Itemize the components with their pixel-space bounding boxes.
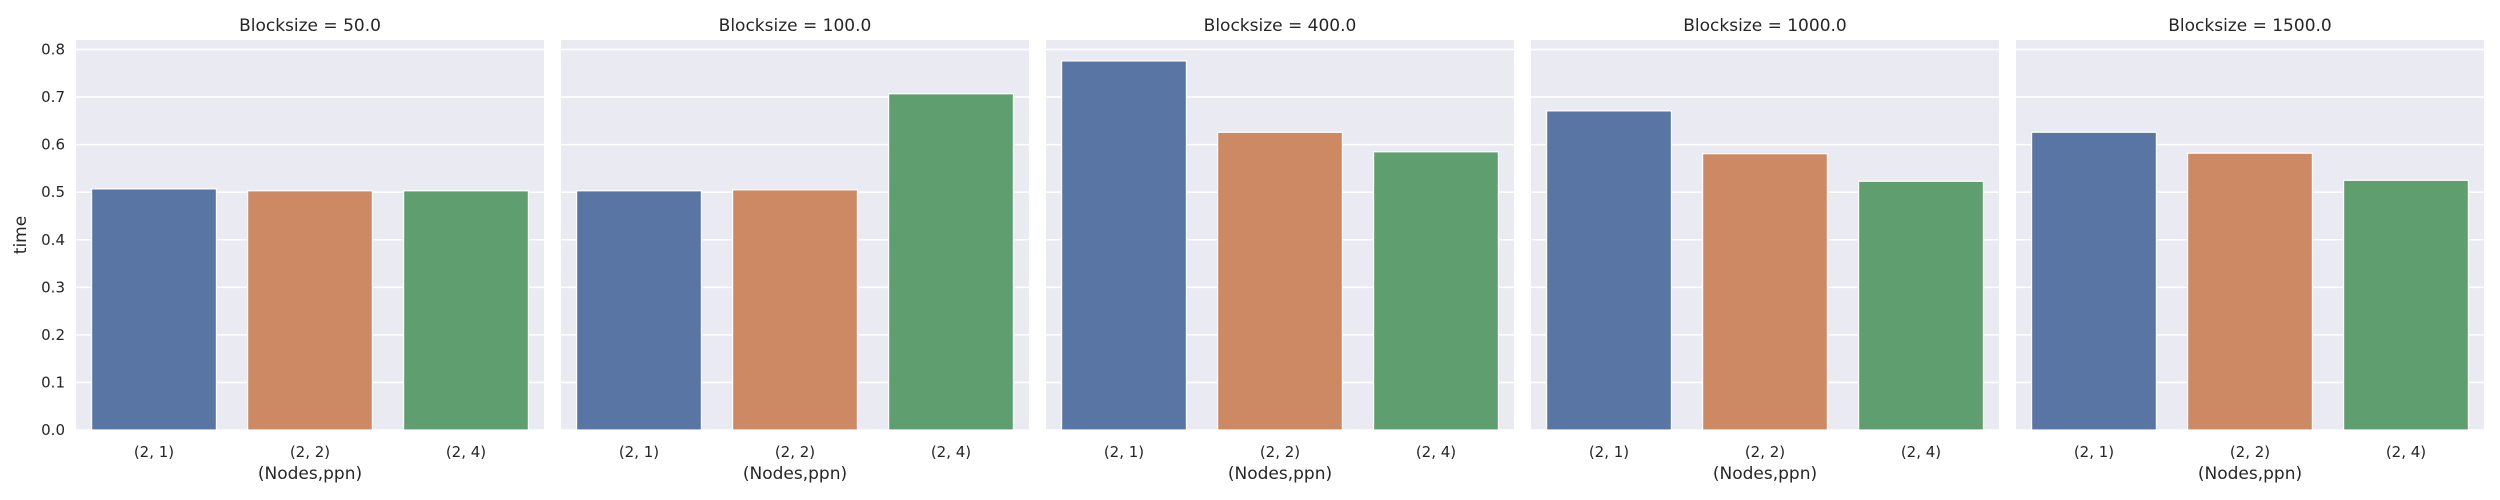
facet-title: Blocksize = 1500.0 [2168,16,2331,36]
facet-title: Blocksize = 400.0 [1204,16,1357,36]
facet-panel-3: Blocksize = 400.0 (2, 1) (2, 2) (2, 4) (Node… [1046,16,1514,484]
facet-panel-5: Blocksize = 1500.0 (2, 1) (2, 2) (2, 4) (Nod… [2016,16,2484,484]
y-tick-label: 0.5 [41,183,65,201]
bar-2-2 [731,189,858,431]
bar-2-3 [887,93,1014,431]
facet-panel-1: Blocksize = 50.0 (2, 1) (2, 2) (2, 4) (Nodes… [41,16,544,484]
bar-3-3 [1372,151,1499,431]
chart-panels: Blocksize = 50.0 (2, 1) (2, 2) (2, 4) (Nodes… [41,16,2484,484]
y-axis-label: time [11,216,31,254]
x-axis-label: (Nodes,ppn) [1713,464,1817,484]
x-tick-label: (2, 4) [2386,443,2426,461]
x-tick-label: (2, 4) [1416,443,1456,461]
x-tick-label: (2, 1) [2074,443,2114,461]
y-tick-label: 0.7 [41,88,65,106]
facet-title: Blocksize = 1000.0 [1683,16,1846,36]
x-tick-label: (2, 2) [2230,443,2270,461]
y-tick-label: 0.1 [41,373,65,391]
y-tick-label: 0.6 [41,136,65,154]
x-tick-label: (2, 1) [134,443,174,461]
x-tick-label: (2, 1) [619,443,659,461]
bar-4-2 [1701,153,1828,431]
x-tick-label: (2, 4) [1901,443,1941,461]
x-axis-label: (Nodes,ppn) [743,464,847,484]
bar-4-1 [1545,110,1672,431]
x-tick-label: (2, 4) [446,443,486,461]
x-axis-label: (Nodes,ppn) [2198,464,2302,484]
x-tick-label: (2, 1) [1104,443,1144,461]
x-tick-label: (2, 2) [1260,443,1300,461]
x-tick-label: (2, 4) [931,443,971,461]
bar-1-1 [90,188,218,431]
y-tick-label: 0.3 [41,278,65,296]
bar-5-2 [2187,152,2314,431]
x-axis-label: (Nodes,ppn) [258,464,362,484]
facet-title: Blocksize = 100.0 [719,16,872,36]
x-tick-label: (2, 1) [1589,443,1629,461]
bar-1-2 [247,190,374,431]
bar-5-3 [2343,179,2470,431]
x-tick-label: (2, 2) [290,443,330,461]
facet-panel-4: Blocksize = 1000.0 (2, 1) (2, 2) (2, 4) (Nod… [1531,16,1999,484]
bar-4-3 [1857,180,1984,431]
bar-1-3 [403,190,530,431]
x-axis-label: (Nodes,ppn) [1228,464,1332,484]
facet-panel-2: Blocksize = 100.0 (2, 1) (2, 2) (2, 4) (Node… [561,16,1029,484]
facet-title: Blocksize = 50.0 [239,16,381,36]
y-tick-label: 0.2 [41,326,65,344]
bar-5-1 [2030,131,2157,431]
bar-3-2 [1216,131,1343,431]
x-tick-label: (2, 2) [1745,443,1785,461]
x-tick-label: (2, 2) [775,443,815,461]
y-tick-label: 0.8 [41,41,65,59]
y-tick-label: 0.4 [41,231,65,249]
y-tick-label: 0.0 [41,421,65,439]
bar-2-1 [575,190,702,431]
bar-3-1 [1060,60,1187,431]
